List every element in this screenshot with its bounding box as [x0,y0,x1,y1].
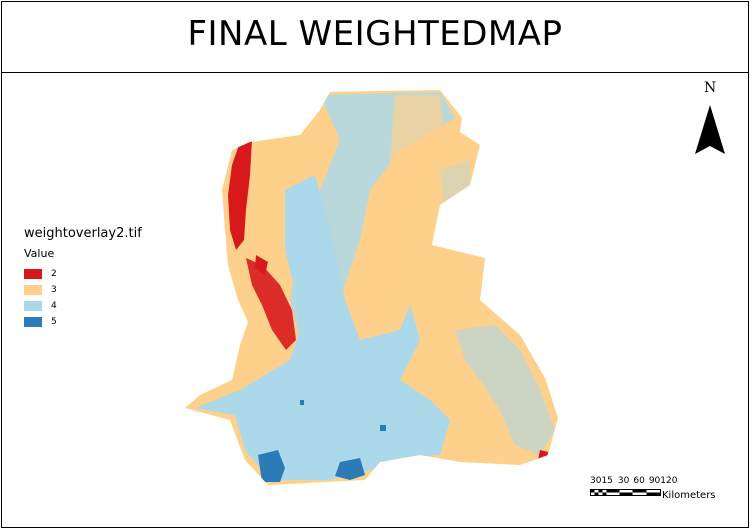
class-2-area-west [228,140,252,250]
scale-tick: 30 [590,476,602,486]
scale-bar: 30150306090120 Kilometers [590,476,716,501]
legend-layer-name: weightoverlay2.tif [24,226,142,241]
north-arrow-icon [695,105,725,154]
legend-item: 5 [24,314,142,330]
map-title: FINAL WEIGHTEDMAP [187,14,563,54]
class-5-patch-2 [300,400,304,405]
legend-item: 2 [24,266,142,282]
class-4-area-east [455,325,555,455]
class-5-area-s [335,458,365,480]
scale-tick: 30 [617,476,630,486]
legend-field-name: Value [24,247,55,260]
north-label: N [704,80,717,96]
legend-label: 3 [51,285,57,295]
class-3-area-north-strip [355,95,445,340]
legend-label: 4 [51,301,57,311]
legend: weightoverlay2.tif Value 2 3 4 5 [24,226,142,330]
legend-swatch [24,301,42,311]
scale-bar-unit: Kilometers [662,490,716,501]
legend-swatch [24,317,42,327]
legend-label: 5 [51,317,57,327]
region-raster [185,90,558,485]
class-2-area-southwest [246,258,296,350]
scale-tick: 90 [648,476,661,486]
legend-item: 4 [24,298,142,314]
class-4-patch [320,300,350,370]
class-5-area-sw [258,450,285,482]
title-bar: FINAL WEIGHTEDMAP [2,2,748,73]
legend-label: 2 [51,269,57,279]
class-5-patch [380,425,386,431]
scale-bar-ticks: 30150306090120 [590,476,677,486]
scale-tick: 120 [660,476,678,486]
scale-tick: 60 [633,476,645,486]
legend-swatch [24,285,42,295]
legend-swatch [24,269,42,279]
class-2-patch [255,255,268,275]
scale-tick: 15 [601,476,613,486]
scale-bar-graphic [590,489,661,496]
legend-item: 3 [24,282,142,298]
